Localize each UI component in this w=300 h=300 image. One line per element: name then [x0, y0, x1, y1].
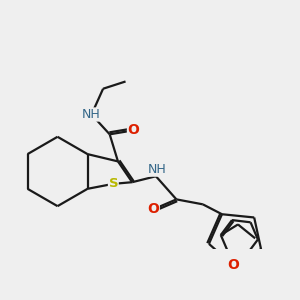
Text: O: O [128, 123, 140, 137]
Text: O: O [147, 202, 159, 216]
Text: NH: NH [82, 108, 101, 121]
Text: NH: NH [148, 163, 167, 176]
Text: S: S [109, 177, 118, 190]
Text: O: O [227, 258, 239, 272]
